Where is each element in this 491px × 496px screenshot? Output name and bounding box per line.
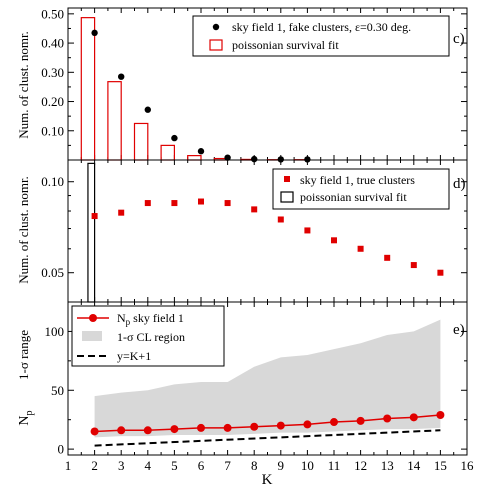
e-panel-label: e): [453, 322, 465, 338]
e-y-tick-label: 100: [45, 324, 65, 339]
e-np-point: [170, 425, 178, 433]
e-x-tick-label: 16: [461, 458, 475, 473]
d-legend-square-marker: [284, 176, 290, 182]
e-x-tick-label: 9: [278, 458, 285, 473]
c-fake-cluster-point: [91, 30, 97, 36]
e-x-tick-label: 4: [145, 458, 152, 473]
e-y-axis-label-range: 1-σ range: [16, 330, 31, 380]
d-true-cluster-point: [92, 213, 98, 219]
e-x-tick-label: 8: [251, 458, 258, 473]
c-fit-bar: [161, 145, 174, 160]
c-fit-bar: [135, 123, 148, 160]
e-x-tick-label: 12: [354, 458, 367, 473]
e-legend-dot-marker: [89, 314, 97, 322]
d-true-cluster-point: [304, 227, 310, 233]
c-fit-bar: [108, 82, 121, 160]
e-np-point: [250, 423, 258, 431]
e-legend: Np sky field 1 1-σ CL region y=K+1: [72, 306, 224, 366]
d-true-cluster-point: [358, 246, 364, 252]
e-legend-label-line: y=K+1: [117, 349, 151, 363]
d-legend-label-fit: poissonian survival fit: [300, 190, 407, 204]
panel-c: 0.10 0.20 0.30 0.40 0.50 Num. of clust. nomr…: [16, 6, 467, 162]
d-true-cluster-point: [118, 210, 124, 216]
d-y-tick-label: 0.10: [41, 174, 64, 189]
e-np-point: [303, 420, 311, 428]
c-fit-bar: [188, 156, 201, 160]
d-true-cluster-point: [145, 200, 151, 206]
d-y-tick-label: 0.05: [41, 265, 64, 280]
e-np-point: [436, 411, 444, 419]
e-y-axis-label-np: Np: [17, 410, 35, 425]
d-true-cluster-point: [198, 199, 204, 205]
c-y-tick-label: 0.40: [41, 36, 64, 51]
e-np-point: [357, 417, 365, 425]
d-legend: sky field 1, true clusters poissonian su…: [273, 169, 449, 209]
e-x-tick-label: 3: [118, 458, 125, 473]
e-x-tick-label: 2: [91, 458, 98, 473]
e-y-axis-label-p: p: [24, 410, 35, 415]
d-true-cluster-point: [384, 255, 390, 261]
e-y-tick-label: 0: [58, 442, 65, 457]
d-true-cluster-point: [411, 262, 417, 268]
d-true-cluster-point: [251, 206, 257, 212]
c-legend: sky field 1, fake clusters, ε=0.30 deg. …: [193, 16, 449, 56]
c-legend-label-fit: poissonian survival fit: [232, 38, 339, 52]
e-np-point: [277, 422, 285, 430]
e-np-point: [91, 427, 99, 435]
e-x-tick-label: 11: [328, 458, 341, 473]
c-panel-label: c): [453, 31, 465, 47]
d-legend-label-true: sky field 1, true clusters: [300, 173, 415, 187]
c-fit-bar: [81, 18, 94, 160]
e-x-tick-label: 1: [65, 458, 72, 473]
c-fake-cluster-point: [198, 148, 204, 154]
c-y-tick-label: 0.30: [41, 65, 64, 80]
c-legend-dot-marker: [213, 24, 219, 30]
e-np-point: [224, 424, 232, 432]
c-y-tick-label: 0.10: [41, 123, 64, 138]
d-y-axis-label: Num. of clust. nomr.: [16, 176, 31, 284]
e-x-tick-label: 15: [434, 458, 447, 473]
d-true-cluster-point: [171, 200, 177, 206]
e-y-tick-label: 50: [51, 383, 64, 398]
e-legend-label-n: N: [117, 311, 126, 325]
e-np-point: [117, 426, 125, 434]
e-x-tick-label: 7: [224, 458, 231, 473]
e-legend-label-band: 1-σ CL region: [117, 330, 185, 344]
d-true-cluster-point: [437, 270, 443, 276]
e-y-axis-label-main: Np: [17, 410, 35, 425]
e-x-tick-label: 6: [198, 458, 205, 473]
d-true-cluster-point: [225, 200, 231, 206]
c-fake-cluster-point: [171, 135, 177, 141]
e-x-tick-label: 10: [301, 458, 314, 473]
c-y-tick-label: 0.50: [41, 6, 64, 21]
e-np-point: [144, 426, 152, 434]
d-panel-label: d): [453, 176, 466, 192]
e-x-tick-label: 14: [407, 458, 421, 473]
e-np-point: [410, 413, 418, 421]
e-x-tick-label: 13: [381, 458, 394, 473]
e-legend-band-marker: [82, 331, 102, 341]
e-np-point: [330, 418, 338, 426]
e-np-point: [197, 424, 205, 432]
e-y-axis-label-n: N: [17, 415, 32, 425]
e-x-axis-label: K: [262, 472, 273, 488]
panel-d: 0.05 0.10 Num. of clust. nomr. d) sky fie…: [16, 160, 467, 302]
c-fake-cluster-point: [145, 107, 151, 113]
c-y-tick-label: 0.20: [41, 94, 64, 109]
d-true-cluster-point: [331, 237, 337, 243]
c-y-axis-label: Num. of clust. nomr.: [16, 31, 31, 139]
d-true-cluster-point: [278, 216, 284, 222]
c-legend-label-fake: sky field 1, fake clusters, ε=0.30 deg.: [232, 20, 411, 34]
e-legend-label-rest: sky field 1: [130, 311, 184, 325]
c-fake-cluster-point: [118, 73, 124, 79]
e-np-point: [383, 415, 391, 423]
d-fit-bar: [88, 163, 95, 302]
e-x-tick-label: 5: [171, 458, 178, 473]
